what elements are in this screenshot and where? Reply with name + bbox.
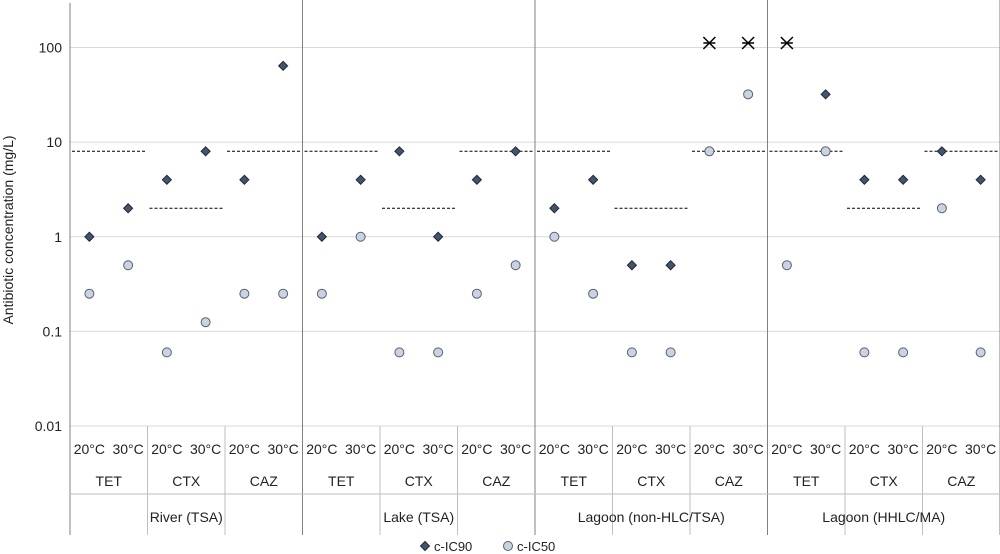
x-tick-temperature: 30°C — [655, 441, 686, 457]
x-tick-antibiotic: CAZ — [482, 473, 510, 489]
x-tick-temperature: 30°C — [267, 441, 298, 457]
x-tick-antibiotic: CTX — [870, 473, 899, 489]
c-ic50-point — [239, 288, 250, 299]
x-tick-antibiotic: CAZ — [250, 473, 278, 489]
x-tick-antibiotic: TET — [793, 473, 820, 489]
c-ic90-point — [239, 174, 250, 185]
x-group-label: Lake (TSA) — [383, 509, 454, 525]
x-tick-temperature: 20°C — [306, 441, 337, 457]
c-ic50-point — [84, 288, 95, 299]
y-tick-label: 100 — [39, 40, 63, 56]
x-group-label: River (TSA) — [150, 509, 223, 525]
y-tick-label: 1 — [54, 229, 62, 245]
c-ic50-point — [278, 288, 289, 299]
x-group-label: Lagoon (non-HLC/TSA) — [578, 509, 725, 525]
y-tick-label: 0.1 — [43, 323, 63, 339]
x-tick-temperature: 20°C — [616, 441, 647, 457]
x-tick-temperature: 20°C — [384, 441, 415, 457]
c-ic50-point — [626, 347, 637, 358]
c-ic90-point — [277, 60, 289, 72]
c-ic50-point — [510, 260, 521, 271]
c-ic50-point — [820, 146, 831, 157]
x-tick-antibiotic: CTX — [637, 473, 666, 489]
c-ic90-point — [200, 146, 211, 157]
c-ic50-point — [200, 317, 211, 328]
c-ic50-point — [936, 203, 947, 214]
legend-c-ic90-marker — [419, 540, 431, 552]
c-ic50-point — [859, 347, 870, 358]
x-tick-antibiotic: CTX — [405, 473, 434, 489]
c-ic50-point — [316, 288, 327, 299]
x-tick-temperature: 20°C — [926, 441, 957, 457]
legend-c-ic50-marker — [503, 541, 513, 551]
x-tick-antibiotic: TET — [96, 473, 123, 489]
x-tick-temperature: 20°C — [461, 441, 492, 457]
x-tick-temperature: 30°C — [732, 441, 763, 457]
c-ic90-point — [394, 146, 405, 157]
x-tick-temperature: 30°C — [422, 441, 453, 457]
off-scale-marker — [741, 36, 755, 50]
x-tick-antibiotic: CAZ — [715, 473, 743, 489]
c-ic50-point — [123, 260, 134, 271]
c-ic50-point — [588, 288, 599, 299]
c-ic50-point — [743, 89, 754, 100]
y-tick-label: 0.01 — [35, 418, 62, 434]
x-tick-temperature: 30°C — [190, 441, 221, 457]
c-ic90-point — [975, 174, 986, 185]
c-ic90-point — [665, 260, 676, 271]
c-ic50-point — [975, 347, 986, 358]
x-tick-temperature: 30°C — [887, 441, 918, 457]
c-ic90-point — [510, 146, 521, 157]
c-ic50-point — [471, 288, 482, 299]
x-tick-antibiotic: TET — [561, 473, 588, 489]
x-tick-temperature: 20°C — [771, 441, 802, 457]
c-ic90-point — [626, 260, 638, 271]
c-ic90-point — [316, 231, 328, 242]
c-ic50-point — [394, 347, 405, 358]
c-ic50-point — [898, 347, 909, 358]
c-ic90-point — [820, 89, 831, 100]
c-ic90-point — [587, 174, 599, 185]
c-ic50-point — [355, 231, 366, 242]
x-tick-temperature: 20°C — [539, 441, 570, 457]
c-ic50-point — [433, 347, 444, 358]
x-tick-temperature: 20°C — [151, 441, 182, 457]
x-tick-temperature: 30°C — [965, 441, 996, 457]
x-tick-temperature: 20°C — [694, 441, 725, 457]
c-ic90-point — [432, 231, 444, 242]
c-ic90-point — [549, 203, 560, 214]
c-ic50-point — [704, 146, 715, 157]
c-ic50-point — [161, 347, 172, 358]
x-tick-temperature: 30°C — [345, 441, 376, 457]
x-tick-temperature: 30°C — [577, 441, 608, 457]
off-scale-marker — [780, 36, 794, 50]
x-group-label: Lagoon (HHLC/MA) — [822, 509, 945, 525]
c-ic50-point — [665, 347, 676, 358]
x-tick-antibiotic: CAZ — [947, 473, 975, 489]
c-ic90-point — [859, 174, 870, 185]
y-axis-label: Antibiotic concentration (mg/L) — [0, 135, 16, 324]
x-tick-temperature: 30°C — [500, 441, 531, 457]
legend-c-ic90-label: c-IC90 — [434, 539, 472, 554]
y-tick-label: 10 — [46, 134, 62, 150]
x-tick-temperature: 30°C — [810, 441, 841, 457]
c-ic90-point — [355, 174, 366, 185]
x-tick-temperature: 30°C — [112, 441, 143, 457]
x-tick-temperature: 20°C — [74, 441, 105, 457]
x-tick-temperature: 20°C — [229, 441, 260, 457]
x-tick-antibiotic: CTX — [172, 473, 201, 489]
c-ic90-point — [122, 203, 134, 214]
c-ic90-point — [936, 146, 948, 157]
c-ic50-point — [549, 231, 560, 242]
c-ic90-point — [471, 174, 483, 185]
c-ic50-point — [781, 260, 792, 271]
c-ic90-point — [84, 231, 95, 242]
c-ic90-point — [161, 174, 173, 185]
off-scale-marker — [702, 36, 716, 50]
c-ic90-point — [897, 174, 909, 185]
x-tick-antibiotic: TET — [328, 473, 355, 489]
x-tick-temperature: 20°C — [849, 441, 880, 457]
legend-c-ic50-label: c-IC50 — [517, 539, 555, 554]
